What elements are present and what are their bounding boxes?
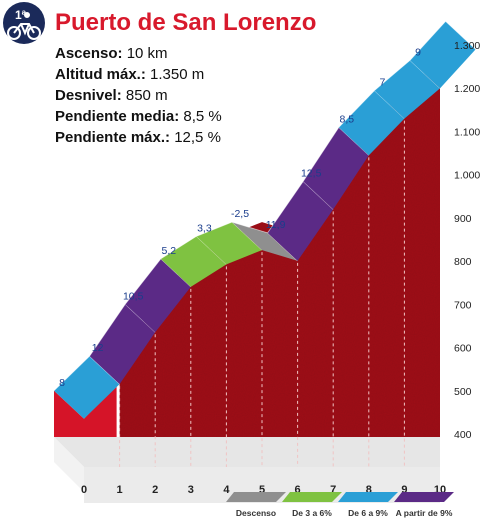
stat-row: Altitud máx.: 1.350 m — [55, 66, 204, 83]
y-tick-label: 1.200 — [454, 83, 480, 95]
stat-label: Pendiente media: — [55, 108, 183, 125]
stat-value: 850 m — [126, 87, 168, 104]
x-tick-label: 9 — [401, 484, 407, 496]
legend-label: De 3 a 6% — [292, 508, 332, 518]
x-tick-label: 8 — [366, 484, 372, 496]
profile-segment — [125, 258, 191, 333]
gradient-label: 12,5 — [301, 167, 322, 179]
gradient-label: 12 — [92, 342, 104, 354]
x-tick-label: 5 — [259, 484, 265, 496]
y-tick-label: 800 — [454, 256, 472, 268]
profile-segment — [303, 127, 369, 210]
legend-label: Descenso — [236, 508, 276, 518]
profile-segment — [410, 21, 476, 89]
gradient-label: 7 — [379, 77, 385, 89]
legend-label: A partir de 9% — [396, 508, 453, 518]
stat-row: Desnivel: 850 m — [55, 87, 168, 104]
gradient-label: 8 — [59, 377, 65, 389]
profile-segment — [160, 236, 227, 287]
y-tick-label: 700 — [454, 299, 472, 311]
x-tick-label: 3 — [188, 484, 194, 496]
stat-value: 8,5 % — [183, 108, 221, 125]
x-tick-label: 2 — [152, 484, 158, 496]
gradient-label: 3,3 — [197, 222, 212, 234]
stat-value: 1.350 m — [150, 66, 204, 83]
stat-label: Desnivel: — [55, 87, 126, 104]
gradient-label: 8,5 — [339, 113, 354, 125]
climb-stats: Ascenso: 10 km Altitud máx.: 1.350 m Desni… — [55, 45, 222, 146]
category-badge-label: 1ª — [15, 8, 27, 22]
x-tick-label: 0 — [81, 484, 87, 496]
y-tick-label: 400 — [454, 429, 472, 441]
stat-label: Ascenso: — [55, 45, 127, 62]
y-tick-label: 500 — [454, 386, 472, 398]
y-axis: 400 500 600 700 800 900 1.000 1.100 1.200 1.300 — [454, 40, 480, 441]
x-tick-label: 4 — [223, 484, 230, 496]
y-tick-label: 1.300 — [454, 40, 480, 52]
legend-swatch — [338, 492, 398, 502]
page-title: Puerto de San Lorenzo — [55, 9, 316, 36]
category-badge: 1ª — [3, 2, 45, 44]
stat-value: 10 km — [127, 45, 168, 62]
gradient-label: 9 — [415, 46, 421, 58]
gradient-label: -2,5 — [231, 208, 249, 220]
x-tick-label: 6 — [295, 484, 301, 496]
profile-segment — [338, 90, 405, 156]
y-tick-label: 900 — [454, 213, 472, 225]
x-tick-label: 7 — [330, 484, 336, 496]
gradient-label: 10,5 — [123, 290, 144, 302]
profile-start-block — [54, 384, 117, 437]
gradient-label: 5,2 — [161, 245, 176, 257]
stat-row: Pendiente máx.: 12,5 % — [55, 129, 221, 146]
y-tick-label: 1.100 — [454, 126, 480, 138]
x-tick-label: 1 — [117, 484, 123, 496]
stat-row: Pendiente media: 8,5 % — [55, 108, 222, 125]
stat-value: 12,5 % — [174, 129, 221, 146]
legend-label: De 6 a 9% — [348, 508, 388, 518]
y-tick-label: 600 — [454, 343, 472, 355]
legend-swatch — [282, 492, 342, 502]
legend-swatch — [226, 492, 286, 502]
cyclist-icon — [7, 12, 41, 40]
stat-label: Altitud máx.: — [55, 66, 150, 83]
profile-segment — [374, 60, 440, 119]
gradient-label: 11,9 — [266, 219, 286, 231]
base-band-side — [54, 437, 84, 492]
legend-swatch — [394, 492, 454, 502]
profile-segment — [89, 304, 156, 385]
base-band — [54, 437, 440, 467]
stat-row: Ascenso: 10 km — [55, 45, 168, 62]
legend: Descenso De 3 a 6% De 6 a 9% A partir de 9% — [226, 492, 454, 518]
profile-segment — [232, 222, 298, 261]
y-tick-label: 1.000 — [454, 170, 480, 182]
stat-label: Pendiente máx.: — [55, 129, 174, 146]
profile-segment — [267, 181, 334, 261]
profile-segment — [54, 356, 120, 419]
profile-segment — [196, 222, 262, 265]
segment-edge — [409, 20, 476, 61]
